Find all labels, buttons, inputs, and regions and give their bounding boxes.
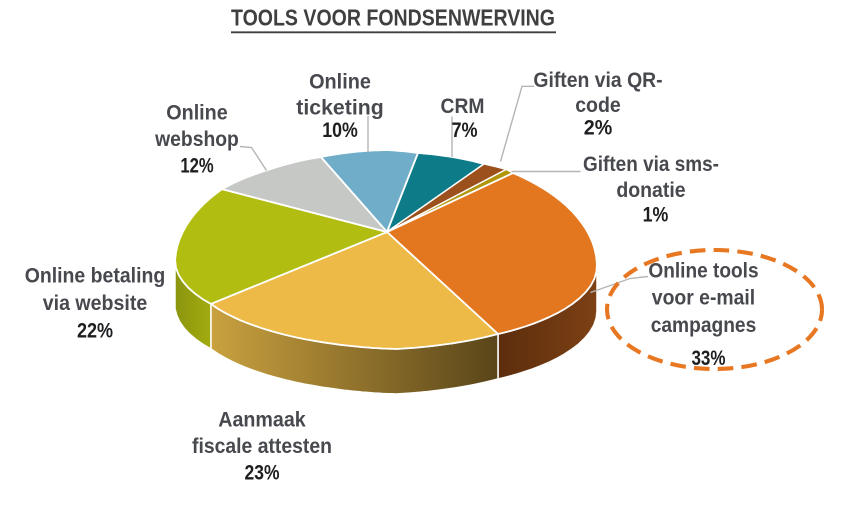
svg-text:fiscale attesten: fiscale attesten bbox=[192, 434, 332, 458]
svg-text:33%: 33% bbox=[691, 346, 725, 370]
svg-text:Online tools: Online tools bbox=[648, 258, 758, 282]
svg-text:7%: 7% bbox=[451, 118, 477, 142]
svg-text:Online: Online bbox=[309, 69, 371, 93]
svg-text:CRM: CRM bbox=[441, 94, 485, 118]
svg-text:webshop: webshop bbox=[154, 127, 239, 151]
svg-text:via website: via website bbox=[43, 291, 148, 315]
svg-text:code: code bbox=[575, 93, 621, 117]
svg-text:Online: Online bbox=[166, 101, 228, 125]
svg-text:TOOLS VOOR FONDSENWERVING: TOOLS VOOR FONDSENWERVING bbox=[231, 5, 555, 31]
svg-text:12%: 12% bbox=[180, 154, 213, 178]
svg-text:Giften via QR-: Giften via QR- bbox=[533, 68, 662, 92]
svg-text:voor e-mail: voor e-mail bbox=[652, 286, 755, 310]
svg-text:10%: 10% bbox=[322, 118, 358, 142]
svg-text:Giften via sms-: Giften via sms- bbox=[583, 152, 719, 176]
svg-text:Aanmaak: Aanmaak bbox=[218, 408, 306, 432]
svg-text:23%: 23% bbox=[245, 461, 280, 485]
svg-text:22%: 22% bbox=[77, 319, 113, 343]
svg-text:1%: 1% bbox=[643, 203, 669, 227]
svg-text:Online betaling: Online betaling bbox=[25, 264, 166, 288]
svg-text:donatie: donatie bbox=[616, 178, 685, 202]
svg-text:2%: 2% bbox=[584, 116, 613, 140]
svg-text:campagnes: campagnes bbox=[651, 313, 757, 337]
svg-text:ticketing: ticketing bbox=[296, 95, 384, 119]
